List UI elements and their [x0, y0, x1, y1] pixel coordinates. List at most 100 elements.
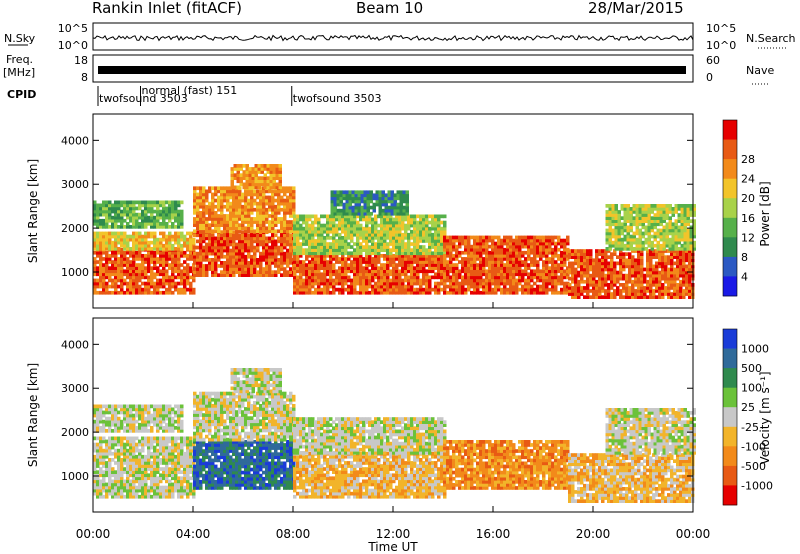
heatmap-cell — [512, 250, 516, 255]
heatmap-cell — [407, 251, 411, 256]
heatmap-cell — [268, 214, 272, 218]
heatmap-cell — [289, 254, 293, 259]
heatmap-cell — [186, 247, 190, 251]
heatmap-cell — [506, 235, 510, 240]
heatmap-cell — [398, 226, 402, 231]
heatmap-cell — [685, 264, 689, 269]
heatmap-cell — [392, 254, 396, 258]
heatmap-cell — [229, 267, 233, 271]
heatmap-cell — [256, 220, 260, 224]
heatmap-cell — [299, 236, 303, 240]
heatmap-cell — [362, 226, 366, 231]
heatmap-cell — [289, 198, 293, 203]
heatmap-cell — [305, 248, 309, 252]
heatmap-cell — [311, 245, 315, 249]
heatmap-cell — [293, 220, 297, 225]
heatmap-cell — [359, 242, 363, 246]
heatmap-cell — [293, 290, 297, 295]
heatmap-cell — [437, 281, 441, 286]
heatmap-cell — [401, 214, 405, 219]
heatmap-cell — [256, 201, 260, 206]
heatmap-cell — [311, 242, 315, 246]
heatmap-cell — [317, 278, 321, 283]
heatmap-cell — [431, 251, 435, 256]
heatmap-cell — [548, 247, 552, 252]
heatmap-cell — [144, 275, 148, 280]
heatmap-cell — [679, 273, 683, 278]
heatmap-cell — [275, 182, 279, 187]
heatmap-cell — [317, 266, 321, 270]
heatmap-cell — [512, 287, 516, 292]
heatmap-cell — [93, 491, 97, 496]
heatmap-cell — [296, 223, 300, 228]
heatmap-cell — [422, 248, 426, 252]
heatmap-cell — [384, 196, 388, 201]
heatmap-cell — [174, 234, 178, 239]
heatmap-cell — [662, 210, 666, 214]
heatmap-cell — [401, 272, 405, 277]
heatmap-cell — [446, 247, 450, 252]
heatmap-cell — [655, 261, 659, 266]
heatmap-cell — [473, 250, 477, 255]
heatmap-cell — [332, 278, 336, 283]
heatmap-cell — [662, 204, 666, 208]
heatmap-cell — [129, 275, 133, 280]
heatmap-cell — [476, 247, 480, 252]
heatmap-cell — [595, 279, 599, 284]
heatmap-cell — [491, 254, 495, 258]
heatmap-cell — [512, 247, 516, 252]
heatmap-cell — [165, 257, 169, 261]
heatmap-cell — [680, 207, 684, 211]
heatmap-cell — [611, 216, 615, 220]
heatmap-cell — [422, 275, 426, 280]
heatmap-cell — [174, 218, 178, 223]
heatmap-cell — [262, 242, 266, 247]
heatmap-cell — [455, 281, 459, 286]
heatmap-cell — [595, 264, 599, 269]
heatmap-cell — [268, 195, 272, 200]
heatmap-cell — [640, 255, 644, 259]
heatmap-cell — [293, 269, 297, 274]
heatmap-cell — [512, 254, 516, 258]
heatmap-cell — [165, 269, 169, 274]
heatmap-cell — [344, 251, 348, 256]
heatmap-cell — [242, 182, 246, 187]
heatmap-cell — [405, 199, 409, 204]
heatmap-cell — [293, 214, 297, 219]
heatmap-cell — [274, 229, 278, 234]
heatmap-cell — [404, 287, 408, 292]
heatmap-cell — [634, 267, 638, 272]
heatmap-cell — [238, 204, 242, 209]
heatmap-cell — [308, 232, 312, 237]
heatmap-cell — [302, 269, 306, 274]
heatmap-cell — [479, 247, 483, 252]
heatmap-cell — [262, 198, 266, 203]
heatmap-cell — [396, 208, 400, 213]
heatmap-cell — [667, 286, 671, 290]
heatmap-cell — [226, 245, 230, 250]
heatmap-cell — [280, 229, 284, 234]
heatmap-cell — [141, 222, 145, 226]
heatmap-cell — [314, 242, 318, 246]
heatmap-cell — [680, 219, 684, 223]
heatmap-cell — [359, 290, 363, 295]
colorbar-swatch — [723, 159, 737, 179]
heatmap-cell — [220, 211, 224, 215]
heatmap-cell — [692, 210, 696, 214]
heatmap-cell — [211, 233, 215, 238]
heatmap-cell — [380, 214, 384, 219]
heatmap-cell — [527, 247, 531, 252]
heatmap-cell — [299, 290, 303, 295]
heatmap-cell — [226, 217, 230, 221]
heatmap-cell — [368, 290, 372, 295]
heatmap-cell — [305, 251, 309, 256]
heatmap-cell — [649, 292, 653, 296]
heatmap-cell — [611, 228, 615, 233]
heatmap-cell — [393, 193, 397, 198]
heatmap-cell — [108, 243, 112, 248]
heatmap-cell — [293, 254, 297, 258]
heatmap-cell — [156, 250, 160, 255]
heatmap-cell — [661, 261, 665, 266]
heatmap-cell — [384, 208, 388, 213]
heatmap-cell — [419, 257, 423, 261]
